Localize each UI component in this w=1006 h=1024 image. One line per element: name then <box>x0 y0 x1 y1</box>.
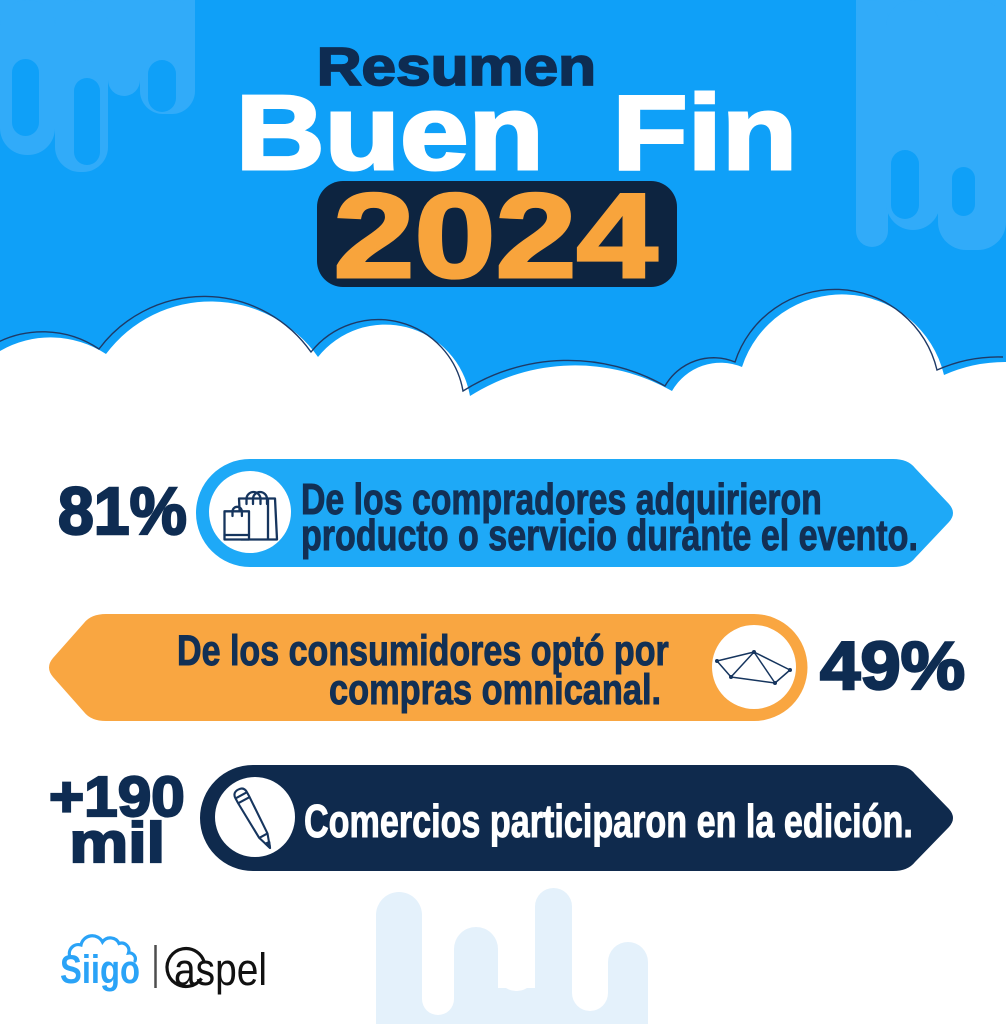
svg-text:Siigo: Siigo <box>60 948 140 992</box>
svg-text:aspel: aspel <box>174 944 267 995</box>
